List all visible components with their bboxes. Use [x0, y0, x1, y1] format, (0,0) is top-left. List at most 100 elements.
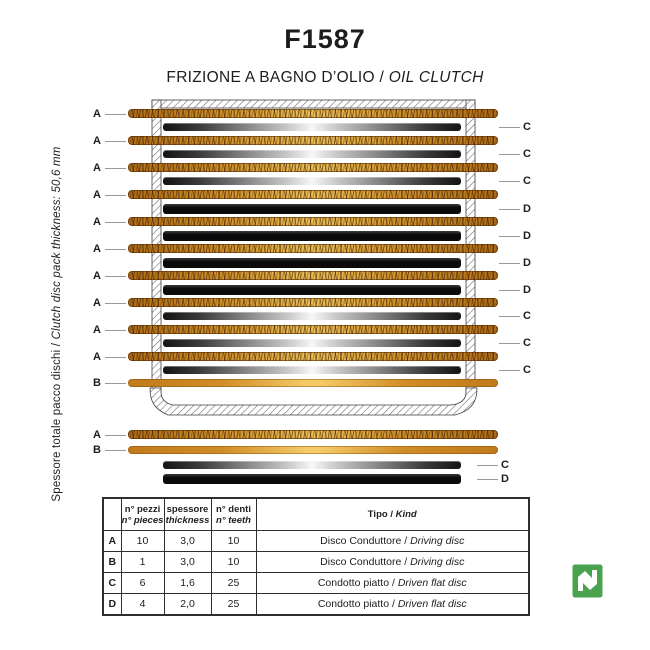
page-subtitle: FRIZIONE A BAGNO D’OLIO / OIL CLUTCH — [0, 69, 650, 87]
disc-label-A: A — [93, 108, 101, 120]
disc-A — [128, 217, 498, 226]
cell-teeth: 25 — [210, 593, 257, 616]
table-row: C 6 1,6 25 Condotto piatto / Driven flat dis… — [102, 572, 530, 594]
disc-A — [128, 271, 498, 280]
label-lead-line — [477, 465, 498, 466]
table-row: B 1 3,0 10 Disco Conduttore / Driving disc — [102, 551, 530, 573]
disc-D — [163, 204, 461, 214]
disc-label-A: A — [93, 351, 101, 363]
disc-label-C: C — [523, 148, 531, 160]
disc-A — [128, 190, 498, 199]
col-teeth-header: n° denti n° teeth — [210, 497, 257, 531]
disc-label-A: A — [93, 189, 101, 201]
label-lead-line — [105, 276, 126, 277]
disc-A — [128, 244, 498, 253]
page-title: F1587 — [284, 24, 366, 54]
cell-pieces: 10 — [120, 530, 165, 552]
label-lead-line — [105, 222, 126, 223]
cell-pieces: 6 — [120, 572, 165, 594]
label-lead-line — [105, 330, 126, 331]
disc-A — [128, 298, 498, 307]
disc-C — [163, 312, 461, 320]
disc-label-C: C — [501, 459, 509, 471]
disc-label-C: C — [523, 364, 531, 376]
cell-thickness: 3,0 — [163, 530, 212, 552]
disc-D — [163, 258, 461, 268]
cell-pieces: 1 — [120, 551, 165, 573]
disc-spec-table: n° pezzi n° pieces spessore thickness n°… — [102, 497, 530, 616]
disc-C — [163, 177, 461, 185]
basket-bottom — [149, 387, 478, 416]
label-lead-line — [499, 209, 520, 210]
col-thickness-header: spessore thickness — [163, 497, 212, 531]
col-kind-header: Tipo / Kind — [255, 497, 530, 531]
disc-label-C: C — [523, 310, 531, 322]
label-lead-line — [105, 383, 126, 384]
disc-label-A: A — [93, 243, 101, 255]
disc-C — [163, 461, 461, 469]
label-lead-line — [105, 303, 126, 304]
label-lead-line — [105, 114, 126, 115]
disc-D — [163, 231, 461, 241]
label-lead-line — [105, 357, 126, 358]
disc-label-A: A — [93, 216, 101, 228]
newfren-logo-icon — [572, 564, 603, 598]
disc-label-D: D — [523, 284, 531, 296]
disc-label-D: D — [501, 473, 509, 485]
disc-A — [128, 109, 498, 118]
label-lead-line — [499, 316, 520, 317]
col-pieces-header: n° pezzi n° pieces — [120, 497, 165, 531]
label-lead-line — [477, 479, 498, 480]
disc-A — [128, 136, 498, 145]
disc-label-A: A — [93, 297, 101, 309]
table-row: A 10 3,0 10 Disco Conduttore / Driving disc — [102, 530, 530, 552]
cell-key: C — [102, 572, 122, 594]
cell-kind: Disco Conduttore / Driving disc — [255, 551, 530, 573]
label-lead-line — [499, 343, 520, 344]
label-lead-line — [499, 290, 520, 291]
label-lead-line — [105, 168, 126, 169]
cell-thickness: 2,0 — [163, 593, 212, 616]
disc-A — [128, 163, 498, 172]
col-key-header — [102, 497, 122, 531]
table-header-row: n° pezzi n° pieces spessore thickness n°… — [102, 497, 530, 531]
disc-label-A: A — [93, 324, 101, 336]
label-lead-line — [499, 370, 520, 371]
cell-teeth: 10 — [210, 551, 257, 573]
label-lead-line — [499, 236, 520, 237]
disc-label-C: C — [523, 121, 531, 133]
cell-key: B — [102, 551, 122, 573]
disc-A — [128, 325, 498, 334]
basket-top-rim — [151, 99, 476, 109]
cell-pieces: 4 — [120, 593, 165, 616]
disc-label-D: D — [523, 203, 531, 215]
disc-label-A: A — [93, 429, 101, 441]
label-lead-line — [105, 435, 126, 436]
cell-thickness: 3,0 — [163, 551, 212, 573]
cell-key: D — [102, 593, 122, 616]
disc-B — [128, 379, 498, 387]
cell-kind: Condotto piatto / Driven flat disc — [255, 572, 530, 594]
label-lead-line — [499, 127, 520, 128]
disc-label-C: C — [523, 175, 531, 187]
cell-thickness: 1,6 — [163, 572, 212, 594]
label-lead-line — [105, 141, 126, 142]
disc-C — [163, 123, 461, 131]
cell-kind: Condotto piatto / Driven flat disc — [255, 593, 530, 616]
disc-label-A: A — [93, 270, 101, 282]
label-lead-line — [105, 195, 126, 196]
subtitle-english: OIL CLUTCH — [388, 69, 484, 86]
disc-A — [128, 430, 498, 439]
disc-label-C: C — [523, 337, 531, 349]
disc-C — [163, 339, 461, 347]
cell-kind: Disco Conduttore / Driving disc — [255, 530, 530, 552]
disc-label-D: D — [523, 230, 531, 242]
disc-C — [163, 150, 461, 158]
disc-label-A: A — [93, 162, 101, 174]
disc-C — [163, 366, 461, 374]
disc-D — [163, 474, 461, 484]
label-lead-line — [499, 263, 520, 264]
disc-D — [163, 285, 461, 295]
